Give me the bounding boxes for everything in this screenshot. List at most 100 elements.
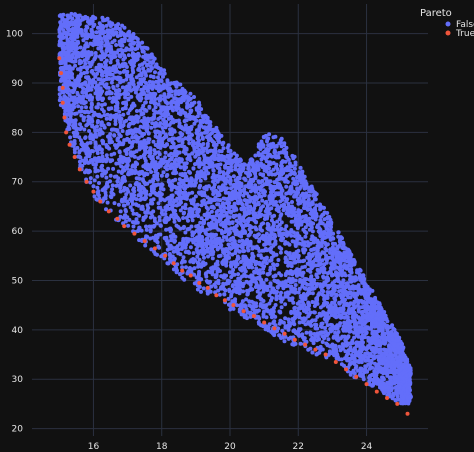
data-point-false	[288, 230, 293, 235]
data-point-false	[261, 172, 266, 177]
data-point-false	[370, 347, 374, 352]
data-point-false	[176, 106, 181, 111]
data-point-false	[145, 172, 150, 177]
data-point-false	[153, 238, 158, 243]
data-point-false	[97, 67, 102, 72]
data-point-false	[164, 227, 169, 232]
data-point-false	[142, 156, 147, 161]
data-point-false	[227, 215, 232, 220]
data-point-false	[283, 316, 288, 321]
data-point-false	[104, 116, 109, 121]
data-point-false	[227, 245, 232, 250]
data-point-false	[201, 228, 206, 233]
data-point-false	[219, 222, 223, 227]
data-point-false	[121, 78, 126, 83]
data-point-false	[287, 242, 292, 247]
data-point-false	[199, 123, 204, 128]
data-point-false	[297, 170, 302, 175]
data-point-false	[79, 113, 84, 118]
data-point-false	[105, 112, 110, 117]
data-point-false	[126, 111, 131, 116]
data-point-false	[264, 315, 269, 320]
series-false-points	[57, 11, 413, 406]
data-point-false	[229, 236, 233, 241]
data-point-false	[290, 342, 295, 347]
data-point-false	[223, 224, 228, 229]
data-point-false	[217, 170, 222, 175]
data-point-false	[377, 356, 382, 361]
data-point-false	[85, 109, 90, 114]
data-point-false	[279, 290, 283, 295]
data-point-false	[148, 64, 153, 69]
data-point-false	[283, 302, 288, 307]
data-point-false	[269, 298, 273, 303]
data-point-false	[100, 163, 105, 168]
data-point-false	[219, 209, 224, 214]
data-point-false	[348, 295, 353, 300]
data-point-false	[218, 253, 223, 258]
data-point-false	[237, 239, 242, 244]
data-point-false	[129, 94, 134, 99]
data-point-false	[117, 27, 122, 32]
data-point-false	[265, 139, 269, 144]
data-point-false	[311, 341, 316, 346]
data-point-false	[331, 273, 335, 277]
data-point-false	[175, 196, 180, 201]
data-point-false	[384, 351, 389, 356]
data-point-false	[268, 198, 273, 203]
data-point-false	[309, 281, 314, 286]
data-point-false	[199, 289, 203, 294]
data-point-false	[205, 227, 210, 232]
data-point-false	[192, 121, 197, 126]
data-point-false	[244, 202, 249, 207]
data-point-false	[121, 215, 126, 220]
data-point-false	[81, 86, 85, 91]
data-point-false	[276, 326, 281, 331]
data-point-false	[122, 198, 127, 203]
data-point-false	[318, 312, 322, 317]
data-point-false	[367, 376, 372, 380]
data-point-false	[146, 140, 151, 145]
data-point-false	[249, 182, 254, 187]
data-point-false	[84, 105, 88, 110]
data-point-false	[327, 255, 331, 260]
data-point-false	[145, 162, 150, 167]
data-point-false	[246, 174, 251, 179]
data-point-false	[320, 334, 325, 339]
data-point-false	[209, 148, 214, 153]
data-point-false	[190, 133, 194, 137]
data-point-false	[90, 32, 95, 37]
data-point-false	[310, 234, 315, 239]
data-point-false	[83, 170, 87, 175]
data-point-false	[150, 121, 155, 126]
data-point-false	[340, 280, 345, 285]
data-point-false	[349, 262, 354, 267]
data-point-false	[310, 291, 315, 296]
data-point-false	[173, 145, 178, 150]
data-point-false	[233, 251, 238, 256]
data-point-false	[215, 129, 220, 133]
data-point-false	[314, 203, 319, 208]
data-point-false	[110, 187, 115, 192]
data-point-false	[149, 96, 154, 101]
data-point-false	[143, 210, 148, 215]
data-point-false	[272, 227, 277, 232]
data-point-false	[113, 122, 118, 126]
data-point-false	[190, 210, 195, 215]
data-point-false	[290, 239, 295, 244]
data-point-false	[275, 171, 280, 175]
data-point-false	[164, 142, 169, 147]
data-point-false	[167, 217, 171, 221]
data-point-false	[348, 345, 353, 350]
data-point-false	[148, 100, 153, 105]
data-point-false	[283, 240, 288, 244]
data-point-false	[91, 149, 95, 154]
data-point-false	[257, 239, 262, 244]
data-point-false	[303, 234, 308, 239]
data-point-false	[128, 74, 133, 79]
data-point-false	[149, 247, 154, 252]
data-point-false	[147, 154, 152, 159]
data-point-false	[288, 261, 293, 265]
data-point-false	[111, 64, 116, 69]
data-point-false	[78, 45, 83, 50]
